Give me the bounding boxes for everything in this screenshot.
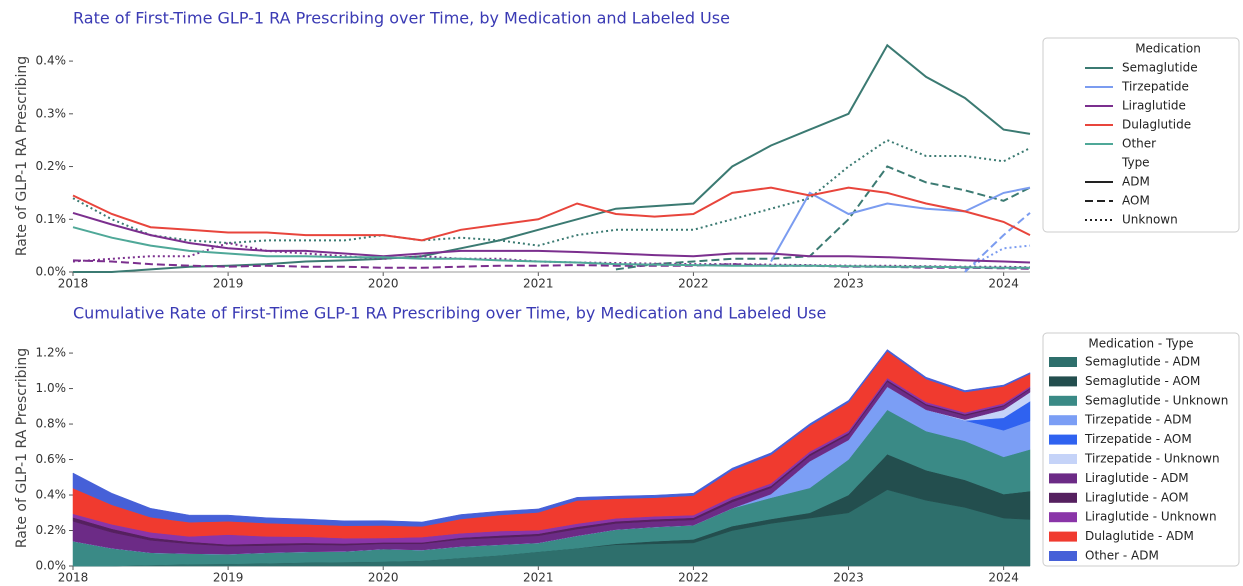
series-line xyxy=(72,186,1031,242)
legend-label: Semaglutide - AOM xyxy=(1085,374,1200,388)
legend-label: Other - ADM xyxy=(1085,549,1159,563)
series-line xyxy=(72,241,1031,269)
y-axis-label: Rate of GLP-1 RA Prescribing xyxy=(14,348,30,548)
legend-label: Semaglutide - ADM xyxy=(1085,355,1200,369)
legend-swatch xyxy=(1049,415,1077,426)
legend-swatch xyxy=(1049,512,1077,523)
x-tick-label: 2018 xyxy=(58,571,89,585)
legend-title: Medication - Type xyxy=(1088,337,1193,351)
legend-label: Unknown xyxy=(1122,213,1178,227)
legend-swatch xyxy=(1049,376,1077,387)
legend-swatch xyxy=(1049,357,1077,367)
series-line xyxy=(964,212,1031,273)
y-tick-label: 0.0% xyxy=(36,265,67,279)
legend-label: Dulaglutide xyxy=(1122,118,1191,132)
legend-swatch xyxy=(1049,473,1077,484)
x-tick-label: 2021 xyxy=(523,571,554,585)
legend-label: Tirzepatide - Unknown xyxy=(1084,452,1220,466)
y-tick-label: 1.2% xyxy=(36,346,67,360)
legend-subtitle: Type xyxy=(1121,156,1150,170)
series-line xyxy=(964,244,1031,271)
y-tick-label: 0.8% xyxy=(36,417,67,431)
x-tick-label: 2020 xyxy=(368,571,399,585)
y-axis-label: Rate of GLP-1 RA Prescribing xyxy=(14,56,30,256)
x-tick-label: 2024 xyxy=(988,277,1019,291)
series-line xyxy=(73,43,1031,273)
x-tick-label: 2023 xyxy=(833,277,864,291)
legend-label: Tirzepatide xyxy=(1121,80,1189,94)
chart-title: Cumulative Rate of First-Time GLP-1 RA P… xyxy=(73,304,826,323)
x-tick-label: 2018 xyxy=(58,277,89,291)
x-tick-label: 2019 xyxy=(213,571,244,585)
y-tick-label: 0.6% xyxy=(36,452,67,466)
stacked-area xyxy=(72,349,1031,527)
legend-label: Tirzepatide - ADM xyxy=(1084,413,1192,427)
y-tick-label: 0.0% xyxy=(36,559,67,573)
series-line xyxy=(615,165,1031,271)
legend-label: Semaglutide xyxy=(1122,61,1198,75)
chart-title: Rate of First-Time GLP-1 RA Prescribing … xyxy=(73,9,730,28)
legend-swatch xyxy=(1049,395,1077,406)
y-tick-label: 0.2% xyxy=(36,523,67,537)
legend-label: Semaglutide - Unknown xyxy=(1085,393,1228,407)
y-tick-label: 0.2% xyxy=(36,159,67,173)
series-line xyxy=(72,139,1031,247)
y-tick-label: 0.3% xyxy=(36,106,67,120)
x-tick-label: 2024 xyxy=(988,571,1019,585)
series-line xyxy=(72,226,1030,269)
legend-label: Liraglutide xyxy=(1122,99,1186,113)
legend-label: AOM xyxy=(1122,194,1150,208)
x-tick-label: 2021 xyxy=(523,277,554,291)
legend-label: Dulaglutide - ADM xyxy=(1085,529,1194,543)
x-tick-label: 2023 xyxy=(833,571,864,585)
series-line xyxy=(72,211,1031,264)
legend-label: ADM xyxy=(1122,175,1150,189)
legend-swatch xyxy=(1049,434,1077,445)
legend-label: Liraglutide - AOM xyxy=(1085,490,1189,504)
y-tick-label: 1.0% xyxy=(36,381,67,395)
x-tick-label: 2020 xyxy=(368,277,399,291)
legend-label: Liraglutide - Unknown xyxy=(1085,510,1217,524)
legend-swatch xyxy=(1049,531,1077,542)
y-tick-label: 0.4% xyxy=(36,54,67,68)
legend-swatch xyxy=(1049,492,1077,503)
legend-title: Medication xyxy=(1135,42,1201,56)
series-line xyxy=(770,186,1031,262)
x-tick-label: 2022 xyxy=(678,571,709,585)
legend-label: Other xyxy=(1122,137,1156,151)
legend-swatch xyxy=(1049,454,1077,464)
legend-label: Liraglutide - ADM xyxy=(1085,471,1189,485)
y-tick-label: 0.4% xyxy=(36,488,67,502)
legend-swatch xyxy=(1049,551,1077,561)
legend-label: Tirzepatide - AOM xyxy=(1084,432,1192,446)
y-tick-label: 0.1% xyxy=(36,212,67,226)
x-tick-label: 2019 xyxy=(213,277,244,291)
x-tick-label: 2022 xyxy=(678,277,709,291)
legend-box xyxy=(1042,332,1240,567)
